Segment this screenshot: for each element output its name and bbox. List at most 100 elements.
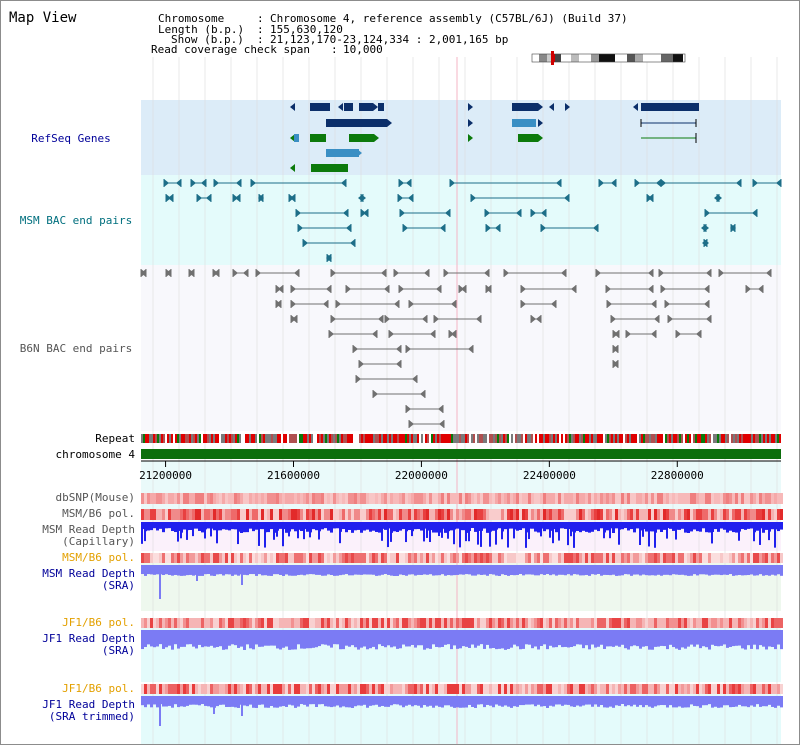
bac-end-arrow xyxy=(596,269,601,277)
msm-depth-capillary-bar xyxy=(618,522,621,530)
jf1-depth-sra-bar xyxy=(438,630,441,648)
bac-end-arrow xyxy=(434,315,439,323)
msm-depth-sra-bar xyxy=(249,565,252,575)
msm-depth-capillary-bar xyxy=(705,522,708,533)
msm-depth-sra-bar xyxy=(231,565,234,576)
jf1-depth-sra-bar xyxy=(429,630,432,649)
repeat-segment xyxy=(587,434,589,443)
dbsnp-density xyxy=(780,493,783,504)
jf1-b6-polymorphism xyxy=(507,618,510,628)
msm-b6-polymorphism-sra xyxy=(375,553,378,563)
msm-depth-capillary-bar xyxy=(483,522,486,529)
jf1-b6-polymorphism-trimmed xyxy=(297,684,300,694)
msm-b6-polymorphism-sra xyxy=(660,553,663,563)
msm-depth-sra-bar xyxy=(258,565,261,575)
jf1-b6-polymorphism xyxy=(282,618,285,628)
jf1-b6-polymorphism-trimmed xyxy=(201,684,204,694)
dbsnp-density xyxy=(654,493,657,504)
msm-depth-capillary-bar xyxy=(165,522,168,529)
jf1-depth-sra-bar xyxy=(444,630,447,645)
jf1-depth-trimmed-bar xyxy=(279,696,282,707)
jf1-b6-polymorphism-trimmed xyxy=(612,684,615,694)
msm-depth-sra-bar xyxy=(681,565,684,575)
jf1-depth-sra-bar xyxy=(348,630,351,647)
msm-b6-polymorphism-sra xyxy=(579,553,582,563)
msm-b6-polymorphism xyxy=(705,509,708,520)
jf1-depth-sra-bar xyxy=(273,630,276,646)
jf1-b6-polymorphism-trimmed xyxy=(507,684,510,694)
jf1-depth-sra-bar xyxy=(579,630,582,645)
bac-end-arrow xyxy=(406,345,411,353)
msm-depth-capillary-bar xyxy=(654,528,656,548)
msm-b6-polymorphism-sra xyxy=(693,553,696,563)
msm-b6-polymorphism xyxy=(360,509,363,520)
repeat-segment xyxy=(529,434,531,443)
jf1-depth-sra-bar xyxy=(300,630,303,649)
msm-depth-capillary-bar xyxy=(549,528,551,538)
msm-b6-polymorphism-sra xyxy=(453,553,456,563)
bac-end-arrow xyxy=(409,420,414,428)
gene-strand-arrow xyxy=(538,119,543,127)
msm-depth-capillary-bar xyxy=(711,528,713,544)
msm-depth-capillary-bar xyxy=(600,522,603,529)
jf1-b6-polymorphism-trimmed xyxy=(396,684,399,694)
msm-b6-polymorphism-sra xyxy=(423,553,426,563)
msm-b6-polymorphism-sra xyxy=(180,553,183,563)
gene-exon xyxy=(344,103,353,111)
jf1-b6-polymorphism-trimmed xyxy=(267,684,270,694)
bac-end-arrow xyxy=(706,315,711,323)
msm-b6-polymorphism-sra xyxy=(405,553,408,563)
msm-depth-sra-bar xyxy=(345,565,348,575)
jf1-depth-sra-bar xyxy=(408,630,411,647)
jf1-b6-polymorphism xyxy=(225,618,228,628)
bac-end-arrow xyxy=(350,239,355,247)
jf1-depth-sra-bar xyxy=(351,630,354,646)
repeat-segment xyxy=(737,434,739,443)
repeat-segment xyxy=(369,434,371,443)
dbsnp-density xyxy=(279,493,282,504)
msm-b6-polymorphism xyxy=(717,509,720,520)
dbsnp-density xyxy=(366,493,369,504)
msm-depth-sra-bar xyxy=(714,565,717,575)
jf1-depth-sra-bar xyxy=(567,630,570,648)
msm-b6-polymorphism-sra xyxy=(291,553,294,563)
msm-depth-sra-bar xyxy=(594,565,597,575)
jf1-b6-polymorphism xyxy=(651,618,654,628)
jf1-depth-trimmed-bar xyxy=(384,696,387,707)
jf1-b6-polymorphism-trimmed xyxy=(417,684,420,694)
msm-b6-polymorphism xyxy=(306,509,309,520)
msm-b6-polymorphism-sra xyxy=(210,553,213,563)
msm-b6-polymorphism xyxy=(315,509,318,520)
msm-b6-polymorphism xyxy=(570,509,573,520)
repeat-segment xyxy=(519,434,521,443)
bac-end-arrow xyxy=(336,300,341,308)
bac-end-arrow xyxy=(451,330,456,338)
msm-b6-polymorphism xyxy=(171,509,174,520)
msm-b6-polymorphism xyxy=(366,509,369,520)
msm-b6-polymorphism-sra xyxy=(183,553,186,563)
msm-b6-polymorphism xyxy=(552,509,555,520)
dbsnp-density xyxy=(282,493,285,504)
msm-b6-polymorphism-sra xyxy=(624,553,627,563)
msm-depth-sra-bar xyxy=(576,565,579,575)
repeat-segment xyxy=(693,434,695,443)
msm-b6-polymorphism-sra xyxy=(582,553,585,563)
msm-depth-sra-bar xyxy=(405,565,408,576)
msm-b6-polymorphism xyxy=(477,509,480,520)
msm-b6-polymorphism-sra xyxy=(600,553,603,563)
jf1-b6-polymorphism xyxy=(642,618,645,628)
msm-depth-capillary-bar xyxy=(225,522,228,530)
dbsnp-density xyxy=(741,493,744,504)
msm-b6-polymorphism-sra xyxy=(354,553,357,563)
jf1-b6-polymorphism-trimmed xyxy=(309,684,312,694)
jf1-b6-polymorphism xyxy=(708,618,711,628)
msm-depth-sra-bar xyxy=(381,565,384,575)
msm-b6-polymorphism-sra xyxy=(297,553,300,563)
dbsnp-density xyxy=(162,493,165,504)
jf1-depth-sra-bar xyxy=(648,630,651,650)
dbsnp-density xyxy=(474,493,477,504)
ideogram-band xyxy=(532,54,539,62)
msm-b6-polymorphism xyxy=(726,509,729,520)
msm-b6-polymorphism xyxy=(210,509,213,520)
